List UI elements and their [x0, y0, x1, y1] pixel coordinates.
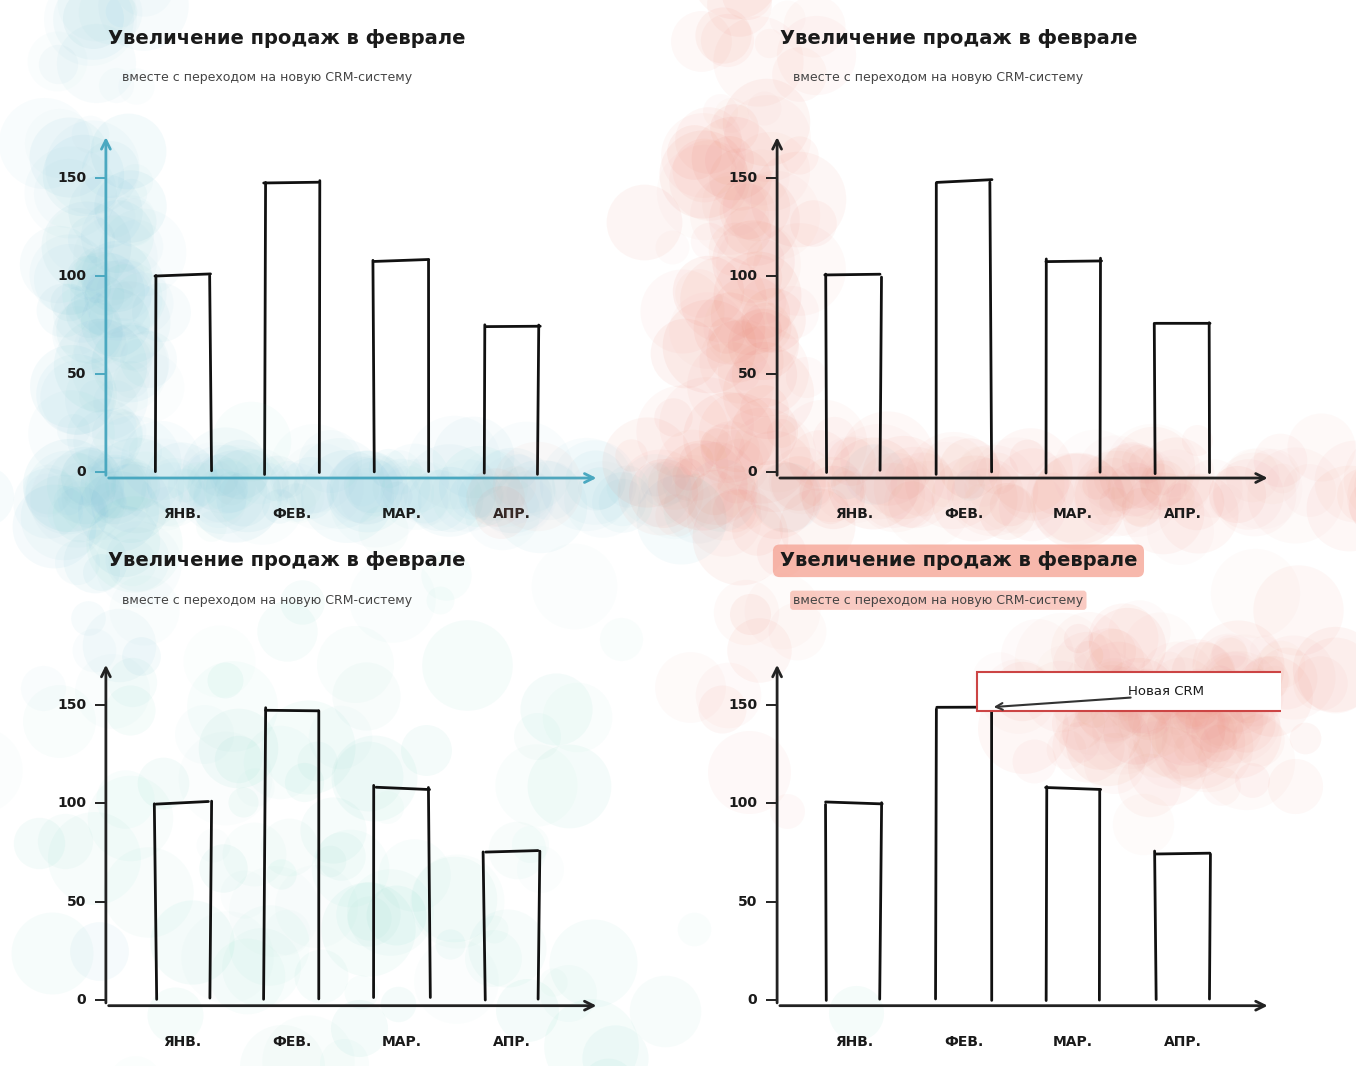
Text: 0: 0 [747, 992, 758, 1006]
Text: 0: 0 [76, 992, 87, 1006]
Text: 0: 0 [76, 465, 87, 479]
Text: вместе с переходом на новую CRM-систему: вместе с переходом на новую CRM-систему [122, 594, 412, 607]
Text: МАР.: МАР. [1054, 1035, 1093, 1049]
Text: ЯНВ.: ЯНВ. [835, 507, 873, 521]
Text: вместе с переходом на новую CRM-систему: вместе с переходом на новую CRM-систему [793, 594, 1083, 607]
Text: 150: 150 [728, 171, 758, 184]
Text: АПР.: АПР. [1163, 1035, 1201, 1049]
Text: 50: 50 [66, 894, 87, 908]
FancyBboxPatch shape [976, 672, 1355, 711]
Text: АПР.: АПР. [492, 1035, 530, 1049]
Text: вместе с переходом на новую CRM-систему: вместе с переходом на новую CRM-систему [793, 71, 1083, 84]
Text: МАР.: МАР. [382, 1035, 422, 1049]
Text: МАР.: МАР. [382, 507, 422, 521]
Text: 50: 50 [66, 367, 87, 381]
Text: Новая CRM: Новая CRM [1128, 685, 1204, 698]
Text: 100: 100 [728, 269, 758, 282]
Text: 50: 50 [738, 894, 758, 908]
Text: АПР.: АПР. [492, 507, 530, 521]
Text: вместе с переходом на новую CRM-систему: вместе с переходом на новую CRM-систему [122, 71, 412, 84]
Text: 50: 50 [738, 367, 758, 381]
Text: ФЕВ.: ФЕВ. [273, 1035, 312, 1049]
Text: 150: 150 [57, 698, 87, 712]
Text: Увеличение продаж в феврале: Увеличение продаж в феврале [108, 551, 466, 570]
Text: ЯНВ.: ЯНВ. [835, 1035, 873, 1049]
Text: Увеличение продаж в феврале: Увеличение продаж в феврале [780, 551, 1138, 570]
Text: Увеличение продаж в феврале: Увеличение продаж в феврале [780, 29, 1138, 48]
Text: ФЕВ.: ФЕВ. [944, 1035, 983, 1049]
Text: 100: 100 [57, 796, 87, 810]
Text: АПР.: АПР. [1163, 507, 1201, 521]
Text: ЯНВ.: ЯНВ. [164, 507, 202, 521]
Text: 100: 100 [728, 796, 758, 810]
Text: ЯНВ.: ЯНВ. [164, 1035, 202, 1049]
Text: ФЕВ.: ФЕВ. [273, 507, 312, 521]
Text: 150: 150 [57, 171, 87, 184]
Text: Увеличение продаж в феврале: Увеличение продаж в феврале [108, 29, 466, 48]
Text: 100: 100 [57, 269, 87, 282]
Text: ФЕВ.: ФЕВ. [944, 507, 983, 521]
Text: 150: 150 [728, 698, 758, 712]
Text: МАР.: МАР. [1054, 507, 1093, 521]
Text: 0: 0 [747, 465, 758, 479]
